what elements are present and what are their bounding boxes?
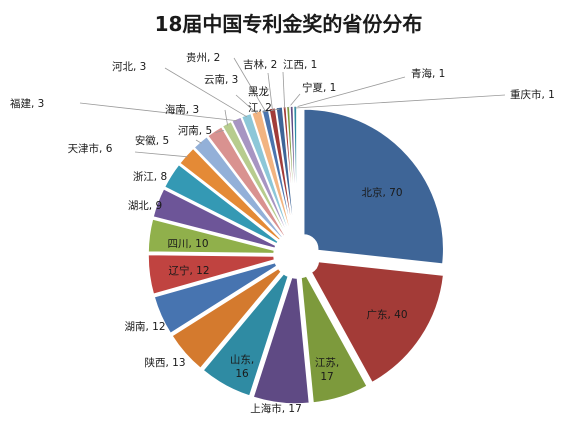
data-label-山东: 山东, 16 bbox=[230, 353, 254, 380]
data-label-宁夏: 宁夏, 1 bbox=[302, 81, 336, 94]
pie-slice-山东 bbox=[201, 272, 290, 398]
leader-line-云南 bbox=[235, 94, 258, 114]
leader-line-江西 bbox=[282, 71, 286, 109]
leader-line-重庆市 bbox=[295, 94, 506, 109]
pie-slice-河南 bbox=[206, 125, 286, 238]
leader-line-海南 bbox=[224, 109, 229, 126]
data-label-湖北: 湖北, 9 bbox=[128, 200, 162, 212]
leader-line-贵州 bbox=[233, 57, 266, 112]
data-label-浙江: 浙江, 8 bbox=[133, 171, 167, 183]
data-label-福建: 福建, 3 bbox=[10, 97, 44, 110]
leader-line-天津市 bbox=[134, 151, 188, 158]
leader-line-黑龙江 bbox=[261, 108, 280, 113]
data-label-海南: 海南, 3 bbox=[165, 103, 199, 116]
data-label-四川: 四川, 10 bbox=[167, 238, 208, 250]
data-label-上海市: 上海市, 17 bbox=[250, 402, 302, 415]
leader-line-河南 bbox=[215, 129, 226, 134]
data-label-黑龙江: 黑龙 bbox=[248, 85, 269, 98]
pie-slice-湖北 bbox=[152, 187, 278, 250]
pie-slice-天津市 bbox=[178, 147, 282, 242]
pie-slice-北京 bbox=[302, 108, 445, 265]
data-label-黑龙江-cont: 江, 2 bbox=[248, 102, 272, 114]
data-label-安徽: 安徽, 5 bbox=[135, 134, 169, 147]
data-label-河南: 河南, 5 bbox=[178, 124, 212, 137]
data-label-辽宁: 辽宁, 12 bbox=[168, 264, 209, 277]
pie-slice-安徽 bbox=[192, 135, 284, 240]
data-label-江苏: 江苏, 17 bbox=[315, 356, 339, 383]
data-label-重庆市: 重庆市, 1 bbox=[510, 88, 555, 101]
data-label-河北: 河北, 3 bbox=[112, 61, 146, 73]
pie-slice-辽宁 bbox=[147, 253, 276, 296]
pie-slice-广东 bbox=[310, 260, 445, 384]
leader-line-福建 bbox=[79, 102, 238, 122]
data-label-陕西: 陕西, 13 bbox=[144, 356, 185, 369]
data-label-江西: 江西, 1 bbox=[283, 59, 317, 71]
data-label-天津市: 天津市, 6 bbox=[68, 142, 113, 155]
data-label-广东: 广东, 40 bbox=[366, 308, 407, 321]
chart-title: 18届中国专利金奖的省份分布 bbox=[154, 12, 423, 36]
data-label-贵州: 贵州, 2 bbox=[186, 51, 220, 64]
leader-line-青海 bbox=[291, 76, 406, 109]
pie-slice-江苏 bbox=[300, 274, 369, 404]
pie-slice-湖南 bbox=[153, 261, 278, 335]
data-label-青海: 青海, 1 bbox=[411, 67, 445, 80]
data-label-北京: 北京, 70 bbox=[361, 186, 402, 199]
data-label-云南: 云南, 3 bbox=[204, 73, 238, 86]
pie-slice-浙江 bbox=[163, 163, 280, 245]
leader-line-河北 bbox=[164, 67, 248, 118]
data-label-吉林: 吉林, 2 bbox=[243, 58, 277, 71]
leader-line-吉林 bbox=[267, 72, 273, 111]
pie-slice-四川 bbox=[147, 218, 276, 255]
pie-slice-上海市 bbox=[252, 276, 311, 405]
pie-slice-陕西 bbox=[170, 267, 283, 370]
leader-line-安徽 bbox=[195, 139, 202, 144]
pie-slice-重庆市 bbox=[292, 105, 298, 233]
data-label-湖南: 湖南, 12 bbox=[124, 320, 165, 333]
